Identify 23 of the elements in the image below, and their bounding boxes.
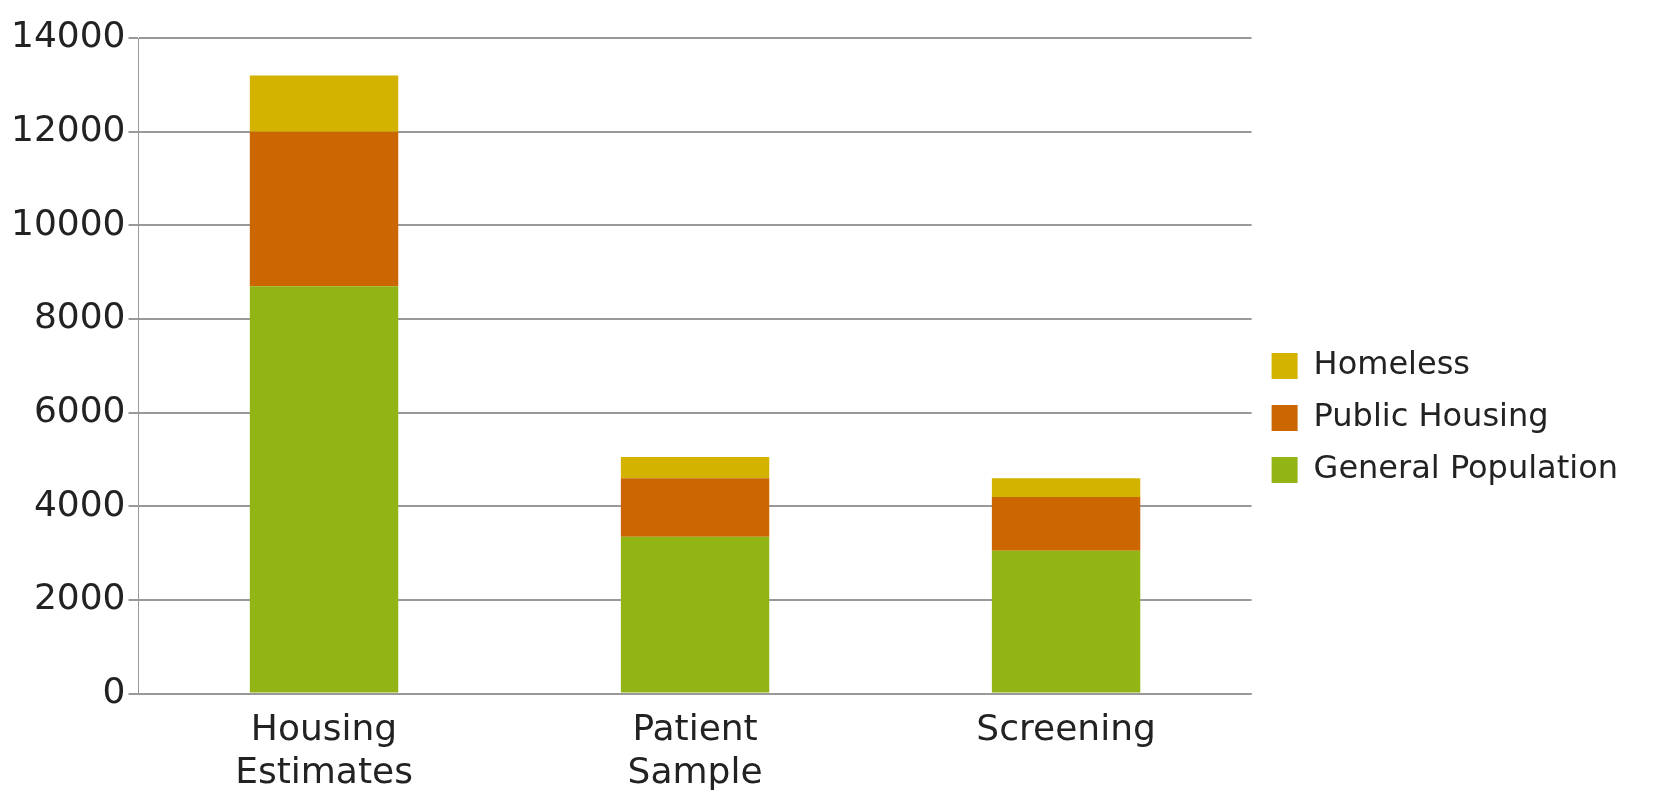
bar [991,496,1141,551]
x-tick-label: Housing Estimates [235,706,413,791]
bar [620,478,770,537]
y-tick-label: 12000 [10,108,126,150]
y-tick-label: 4000 [33,482,126,524]
bar [991,550,1141,693]
y-tick-label: 0 [102,669,126,711]
y-tick-label: 6000 [33,388,126,430]
x-tick-label: Screening [976,706,1156,748]
legend-label: Homeless [1313,344,1471,383]
y-tick-label: 14000 [10,14,126,56]
bar [249,75,399,132]
bar [249,131,399,287]
x-tick-label: Patient Sample [627,706,763,791]
bar [249,286,399,693]
legend-label: Public Housing [1313,396,1549,435]
y-tick-label: 2000 [33,576,126,618]
y-tick-label: 8000 [33,295,126,337]
bar [991,478,1141,497]
y-tick-label: 10000 [10,201,126,243]
bar [620,457,770,479]
bar [620,536,770,693]
legend-label: General Population [1313,448,1618,487]
